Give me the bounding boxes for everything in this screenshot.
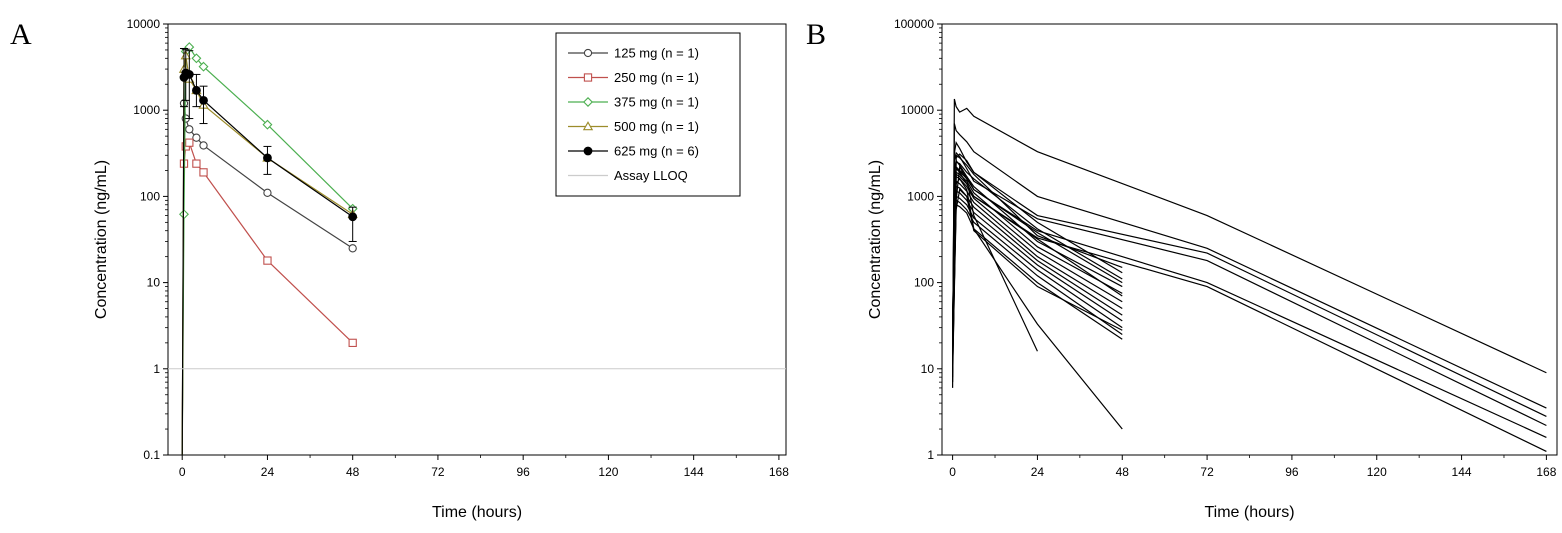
x-tick-label-a: 72	[431, 465, 445, 479]
legend-entry-label: 375 mg (n = 1)	[614, 95, 699, 110]
x-tick-label-a: 0	[179, 465, 186, 479]
data-point-a	[262, 119, 273, 130]
x-tick-label-b: 96	[1285, 465, 1299, 479]
series-line-b-15	[952, 195, 1123, 352]
panel-label-a: A	[10, 18, 32, 51]
x-tick-label-a: 48	[346, 465, 360, 479]
legend-swatch-marker	[583, 146, 593, 156]
data-point-a	[192, 159, 201, 168]
y-tick-label-a: 10	[147, 276, 161, 290]
series-line-b-17	[952, 153, 1123, 313]
y-tick-label-b: 10000	[901, 103, 935, 117]
x-axis-title-b: Time (hours)	[1204, 504, 1294, 521]
series-line-b-18	[952, 203, 1123, 357]
series-line-b-23	[952, 177, 1123, 430]
data-point-a	[263, 188, 272, 197]
chart-panel-a: 0.1 1 10 100 1000 10000 0 24 48 72 96 120 144 168 Time…	[93, 17, 789, 521]
legend-swatch-marker	[583, 48, 593, 58]
y-tick-label-b: 10	[921, 362, 935, 376]
legend-entry-label: 625 mg (n = 6)	[614, 144, 699, 159]
series-line-b-2	[952, 123, 1547, 409]
data-point-a	[185, 125, 194, 134]
series-line-b-9	[952, 165, 1123, 317]
series-line-a-3	[181, 46, 354, 455]
y-tick-label-b: 1000	[907, 189, 934, 203]
x-tick-label-b: 72	[1200, 465, 1214, 479]
y-axis-title-b: Concentration (ng/mL)	[867, 160, 884, 319]
y-tick-label-a: 1000	[133, 103, 160, 117]
x-tick-label-a: 168	[769, 465, 789, 479]
x-tick-label-b: 120	[1367, 465, 1387, 479]
series-group-b	[952, 98, 1547, 452]
x-tick-label-b: 168	[1536, 465, 1556, 479]
series-line-b-6	[952, 167, 1547, 452]
y-tick-label-a: 10000	[127, 17, 161, 31]
data-point-a	[185, 138, 194, 147]
x-tick-label-b: 24	[1031, 465, 1045, 479]
series-line-b-3	[952, 141, 1547, 417]
data-point-a	[263, 153, 272, 163]
data-point-a	[263, 256, 272, 265]
y-axis-title-a: Concentration (ng/mL)	[93, 160, 110, 319]
y-tick-label-b: 100	[914, 276, 934, 290]
y-tick-label-a: 0.1	[143, 448, 160, 462]
x-tick-label-a: 96	[516, 465, 530, 479]
panel-label-b: B	[806, 18, 826, 51]
legend-entry-label: 500 mg (n = 1)	[614, 119, 699, 134]
data-point-a	[179, 209, 189, 220]
x-tick-label-a: 24	[261, 465, 275, 479]
data-point-a	[198, 61, 209, 72]
x-tick-label-a: 144	[684, 465, 704, 479]
series-line-b-7	[952, 154, 1123, 328]
data-point-a	[192, 133, 201, 142]
legend-entry-label: 250 mg (n = 1)	[614, 70, 699, 85]
series-line-a-4	[181, 55, 354, 455]
y-tick-label-b: 1	[927, 448, 934, 462]
data-point-a	[199, 95, 208, 105]
series-line-b-13	[952, 185, 1123, 362]
data-point-a	[192, 85, 201, 95]
data-point-a	[199, 168, 208, 177]
legend-swatch-marker	[583, 97, 593, 107]
chart-panel-b: 1 10 100 1000 10000 100000 0 24 48 72 96 120 144 168 T…	[867, 17, 1558, 521]
data-point-a	[199, 141, 208, 150]
x-tick-label-b: 144	[1452, 465, 1472, 479]
x-axis-title-a: Time (hours)	[432, 504, 522, 521]
series-group-a	[168, 42, 786, 455]
data-point-a	[191, 53, 202, 64]
data-point-a	[184, 70, 194, 79]
legend-box	[555, 32, 741, 197]
y-tick-label-a: 100	[140, 189, 160, 203]
legend-entry-label: 125 mg (n = 1)	[614, 46, 699, 61]
x-tick-label-a: 120	[598, 465, 618, 479]
legend: 125 mg (n = 1) 250 mg (n = 1) 375 mg (n = …	[555, 32, 741, 197]
series-line-b-4	[952, 151, 1547, 427]
data-point-a	[348, 212, 358, 222]
series-line-b-5	[952, 159, 1547, 438]
x-tick-label-b: 0	[949, 465, 956, 479]
data-point-a	[348, 244, 357, 253]
y-tick-label-a: 1	[153, 362, 160, 376]
legend-swatch-marker	[583, 73, 593, 82]
legend-entry-label: Assay LLOQ	[614, 168, 688, 183]
series-line-b-1	[952, 98, 1547, 388]
data-point-a	[348, 338, 357, 348]
x-tick-label-b: 48	[1116, 465, 1130, 479]
legend-swatch-marker	[582, 121, 594, 131]
y-tick-label-b: 100000	[894, 17, 934, 31]
plot-frame-a	[167, 23, 787, 456]
